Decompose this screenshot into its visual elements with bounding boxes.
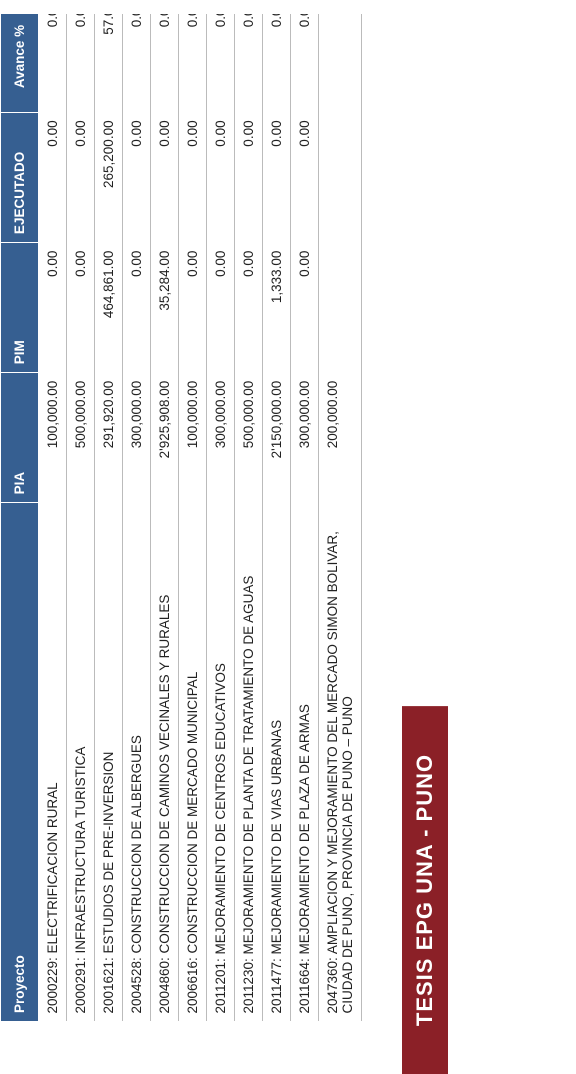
- table-row: 2000291: INFRAESTRUCTURA TURISTICA500,00…: [67, 1, 95, 1022]
- table-row: 2001621: ESTUDIOS DE PRE-INVERSION291,92…: [95, 1, 123, 1022]
- cell-avance: 0.0: [263, 1, 291, 113]
- cell-avance: [319, 1, 362, 113]
- table-row: 2011201: MEJORAMIENTO DE CENTROS EDUCATI…: [207, 1, 235, 1022]
- table-row: 2004860: CONSTRUCCION DE CAMINOS VECINAL…: [151, 1, 179, 1022]
- table-row: 2006616: CONSTRUCCION DE MERCADO MUNICIP…: [179, 1, 207, 1022]
- cell-pim: 0.00: [39, 243, 67, 373]
- cell-pia: 100,000.00: [39, 373, 67, 503]
- cell-proyecto: 2001621: ESTUDIOS DE PRE-INVERSION: [95, 503, 123, 1022]
- cell-proyecto: 2006616: CONSTRUCCION DE MERCADO MUNICIP…: [179, 503, 207, 1022]
- cell-avance: 0.0: [235, 1, 263, 113]
- cell-proyecto: 2011477: MEJORAMIENTO DE VIAS URBANAS: [263, 503, 291, 1022]
- cell-pim: 0.00: [179, 243, 207, 373]
- cell-pim: 35,284.00: [151, 243, 179, 373]
- cell-pim: 464,861.00: [95, 243, 123, 373]
- cell-ejecutado: 0.00: [235, 112, 263, 242]
- cell-pim: 0.00: [235, 243, 263, 373]
- cell-pia: 500,000.00: [67, 373, 95, 503]
- col-header-avance: Avance %: [1, 1, 39, 113]
- cell-proyecto: 2011664: MEJORAMIENTO DE PLAZA DE ARMAS: [291, 503, 319, 1022]
- cell-proyecto: 2011230: MEJORAMIENTO DE PLANTA DE TRATA…: [235, 503, 263, 1022]
- table-row: 2000229: ELECTRIFICACION RURAL100,000.00…: [39, 1, 67, 1022]
- cell-ejecutado: 0.00: [291, 112, 319, 242]
- cell-proyecto: 2000291: INFRAESTRUCTURA TURISTICA: [67, 503, 95, 1022]
- cell-pia: 300,000.00: [123, 373, 151, 503]
- cell-proyecto: 2004860: CONSTRUCCION DE CAMINOS VECINAL…: [151, 503, 179, 1022]
- cell-ejecutado: 0.00: [207, 112, 235, 242]
- cell-ejecutado: 0.00: [67, 112, 95, 242]
- cell-ejecutado: 0.00: [179, 112, 207, 242]
- table-row: 2047360: AMPLIACION Y MEJORAMIENTO DEL M…: [319, 1, 362, 1022]
- cell-pia: 2'150,000.00: [263, 373, 291, 503]
- cell-ejecutado: 0.00: [263, 112, 291, 242]
- table-row: 2004528: CONSTRUCCION DE ALBERGUES300,00…: [123, 1, 151, 1022]
- cell-pia: 100,000.00: [179, 373, 207, 503]
- cell-pim: [319, 243, 362, 373]
- cell-ejecutado: 265,200.00: [95, 112, 123, 242]
- cell-pia: 300,000.00: [207, 373, 235, 503]
- mirror-top-strip: CIO DE ABASTECIMIENTO DE PRODUCTOS DE ..…: [0, 0, 576, 14]
- projects-table: Proyecto PIA PIM EJECUTADO Avance % 2000…: [0, 0, 362, 1022]
- cell-avance: 57.0: [95, 1, 123, 113]
- cell-proyecto: 2047360: AMPLIACION Y MEJORAMIENTO DEL M…: [319, 503, 362, 1022]
- cell-ejecutado: [319, 112, 362, 242]
- table-row: 2011230: MEJORAMIENTO DE PLANTA DE TRATA…: [235, 1, 263, 1022]
- cell-avance: 0.0: [123, 1, 151, 113]
- table-header-row: Proyecto PIA PIM EJECUTADO Avance %: [1, 1, 39, 1022]
- col-header-ejecutado: EJECUTADO: [1, 112, 39, 242]
- cell-proyecto: 2000229: ELECTRIFICACION RURAL: [39, 503, 67, 1022]
- cell-pim: 0.00: [207, 243, 235, 373]
- cell-pia: 200,000.00: [319, 373, 362, 503]
- cell-pim: 0.00: [123, 243, 151, 373]
- cell-avance: 0.0: [39, 1, 67, 113]
- table-row: 2011664: MEJORAMIENTO DE PLAZA DE ARMAS3…: [291, 1, 319, 1022]
- cell-avance: 0.0: [67, 1, 95, 113]
- cell-avance: 0.0: [151, 1, 179, 113]
- cell-proyecto: 2004528: CONSTRUCCION DE ALBERGUES: [123, 503, 151, 1022]
- col-header-proyecto: Proyecto: [1, 503, 39, 1022]
- table-row: 2011477: MEJORAMIENTO DE VIAS URBANAS2'1…: [263, 1, 291, 1022]
- col-header-pia: PIA: [1, 373, 39, 503]
- cell-pia: 2'925,908.00: [151, 373, 179, 503]
- cell-pim: 0.00: [67, 243, 95, 373]
- cell-avance: 0.0: [207, 1, 235, 113]
- cell-avance: 0.0: [291, 1, 319, 113]
- cell-pia: 300,000.00: [291, 373, 319, 503]
- cell-ejecutado: 0.00: [123, 112, 151, 242]
- cell-pia: 291,920.00: [95, 373, 123, 503]
- cell-ejecutado: 0.00: [39, 112, 67, 242]
- cell-ejecutado: 0.00: [151, 112, 179, 242]
- col-header-pim: PIM: [1, 243, 39, 373]
- cell-pim: 0.00: [291, 243, 319, 373]
- cell-proyecto: 2011201: MEJORAMIENTO DE CENTROS EDUCATI…: [207, 503, 235, 1022]
- cell-pia: 500,000.00: [235, 373, 263, 503]
- cell-avance: 0.0: [179, 1, 207, 113]
- cell-pim: 1,333.00: [263, 243, 291, 373]
